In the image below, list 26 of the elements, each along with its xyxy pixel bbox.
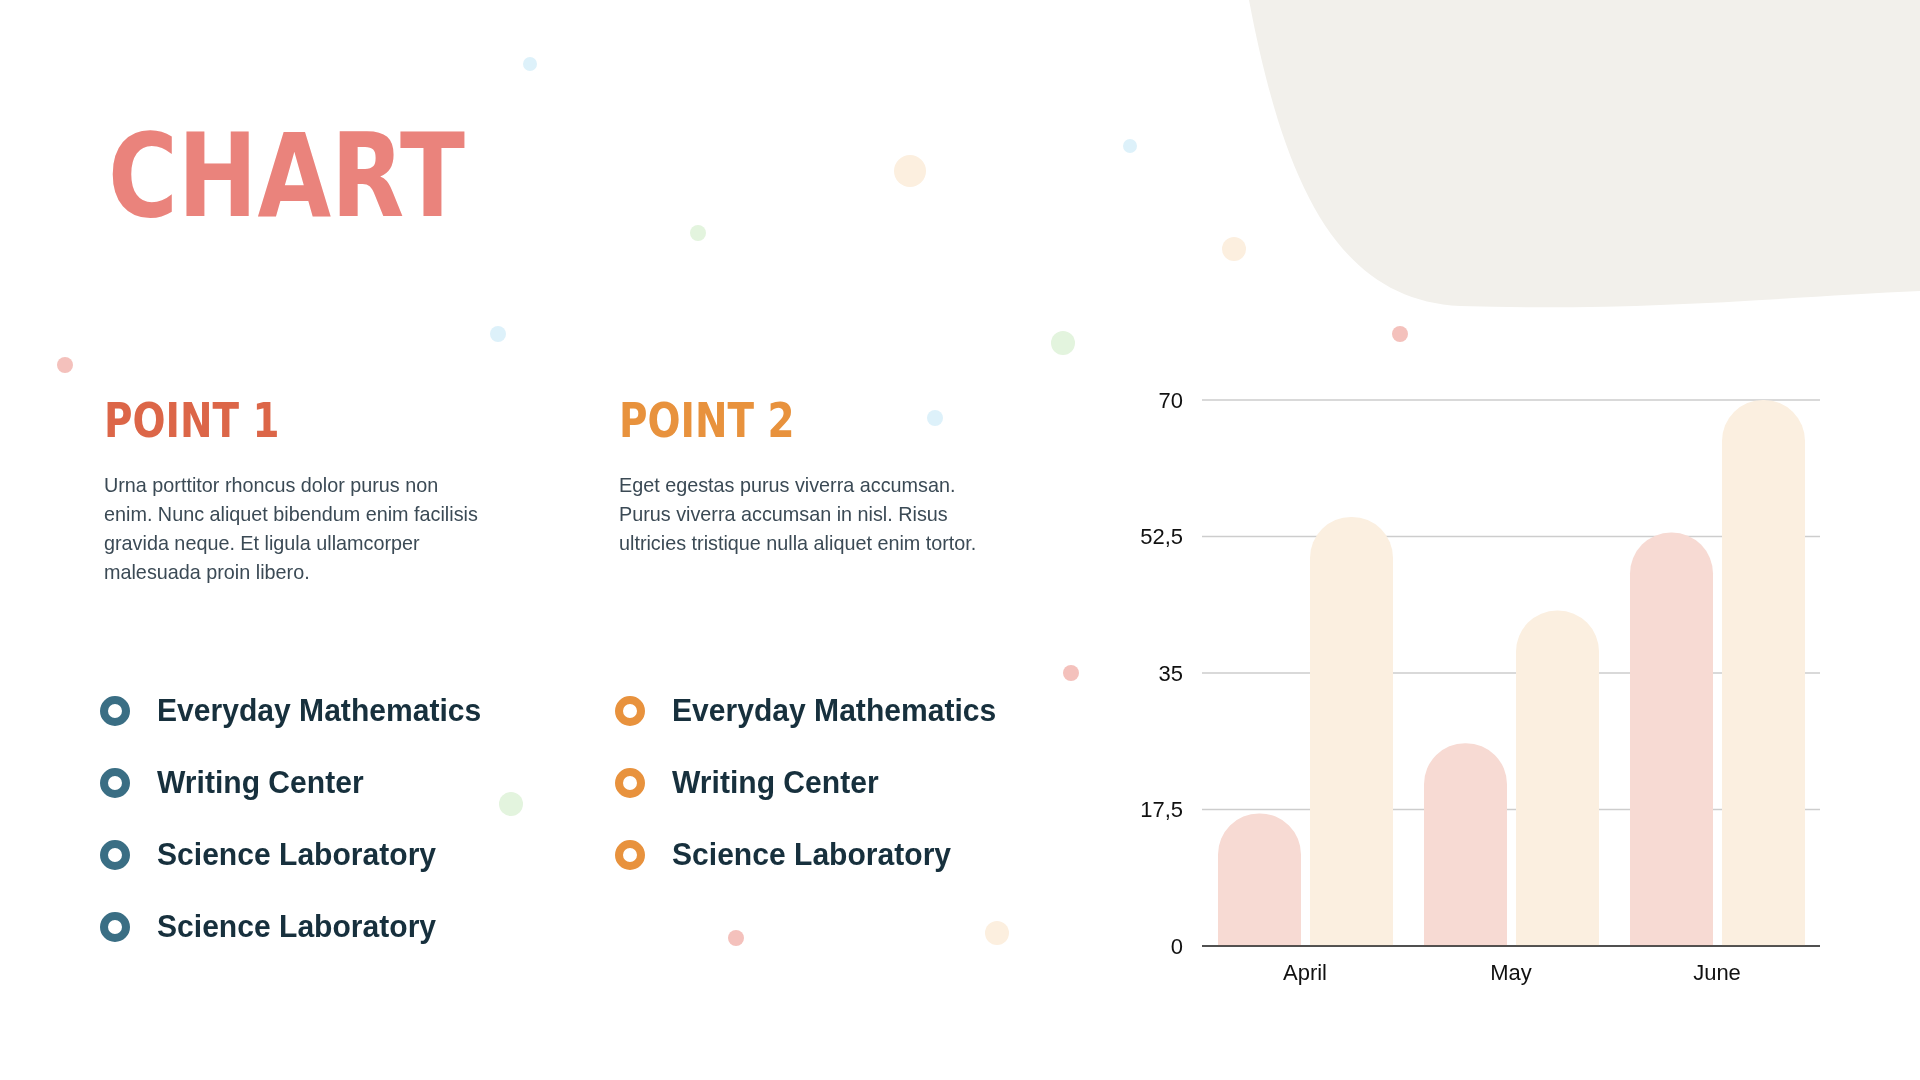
- text: Writing Center: [672, 765, 879, 801]
- bar: [1516, 610, 1599, 946]
- text: Science Laboratory: [672, 837, 952, 873]
- y-tick-label: 70: [1158, 387, 1183, 413]
- bar: [1630, 532, 1713, 946]
- text: Urna porttitor rhoncus dolor purus non enim. Nunc aliquet bibendum enim facilisis gravida neque. Et ligula ullamcorper malesuada proin libero.: [104, 473, 479, 585]
- bar: [1722, 400, 1805, 946]
- bar: [1218, 813, 1301, 946]
- text: Science Laboratory: [157, 909, 437, 945]
- text: Eget egestas purus viverra accumsan. Purus viverra accumsan in nisl. Risus ultricies tristique nulla aliquet enim tortor.: [619, 473, 978, 556]
- text: POINT 1: [104, 392, 280, 448]
- x-tick-label: April: [1282, 959, 1328, 985]
- y-tick-label: 17,5: [1140, 797, 1183, 823]
- bar: [1424, 743, 1507, 946]
- x-tick-label: May: [1490, 959, 1532, 985]
- text: Everyday Mathematics: [157, 693, 482, 729]
- text: Everyday Mathematics: [672, 693, 997, 729]
- text: Writing Center: [157, 765, 364, 801]
- text: Science Laboratory: [157, 837, 437, 873]
- bar: [1310, 517, 1393, 946]
- y-tick-label: 0: [1170, 933, 1183, 959]
- text: POINT 2: [619, 392, 795, 448]
- y-tick-label: 35: [1158, 660, 1183, 686]
- y-tick-label: 52,5: [1140, 524, 1183, 550]
- chart-title: CHART: [108, 108, 465, 243]
- x-tick-label: June: [1693, 959, 1741, 985]
